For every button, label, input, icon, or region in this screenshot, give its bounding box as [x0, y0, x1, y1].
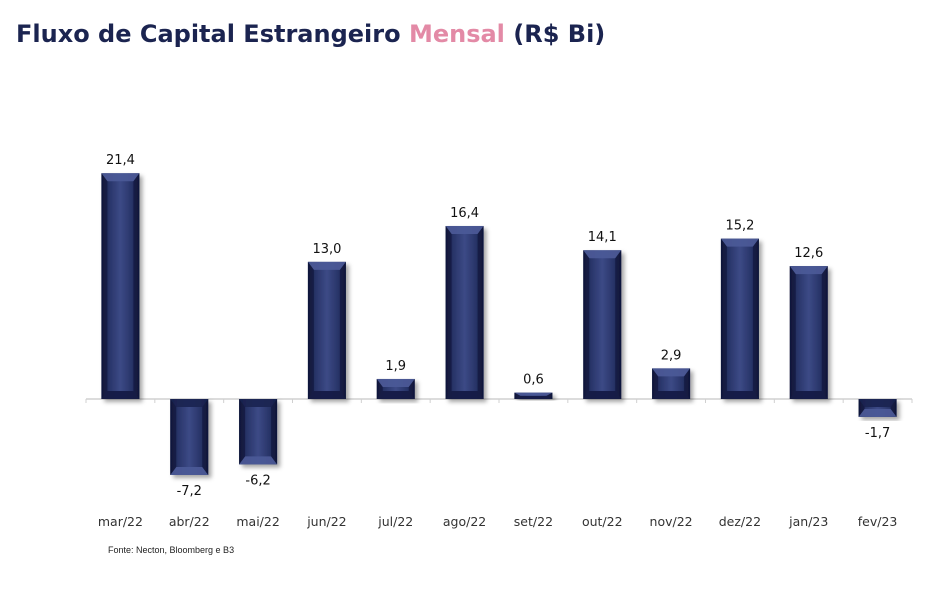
bar-bevel-right [821, 266, 828, 399]
bar-bevel-bottom [583, 391, 622, 399]
bar-value-label: 2,9 [661, 348, 682, 363]
bar [307, 261, 346, 399]
bar-bevel-right [408, 378, 415, 399]
bar-bevel-top [376, 378, 415, 387]
bar-body [101, 173, 140, 399]
bar-bevel-left [514, 392, 521, 399]
bar-bevel-right [684, 368, 691, 399]
bar-bevel-top [858, 399, 897, 407]
bar-bevel-top [720, 238, 759, 247]
bar-bevel-left [858, 399, 865, 417]
bar-body [445, 225, 484, 399]
bar-value-label: -7,2 [177, 484, 202, 499]
bar-bevel-left [239, 399, 246, 465]
bar-value-label: 16,4 [450, 206, 479, 221]
x-tick-label: abr/22 [169, 514, 210, 529]
bar-bevel-left [652, 368, 659, 399]
bar-bevel-bottom [858, 408, 897, 417]
bar-value-label: 14,1 [588, 230, 617, 245]
bar-body [307, 261, 346, 399]
bar-bevel-left [170, 399, 177, 475]
bar-bevel-top [445, 225, 484, 234]
title-accent: Mensal [408, 20, 505, 48]
x-tick-label: out/22 [582, 514, 623, 529]
bar-body [720, 238, 759, 399]
bar-value-label: -1,7 [865, 426, 890, 441]
bar-value-label: 15,2 [725, 219, 754, 234]
x-tick-label: jan/23 [788, 514, 828, 529]
bar [239, 399, 278, 465]
bar-value-label: -6,2 [245, 473, 270, 488]
bar-bevel-top [514, 392, 553, 396]
bar-bevel-left [376, 378, 383, 399]
source-note: Fonte: Necton, Bloomberg e B3 [108, 545, 235, 555]
x-tick-label: jul/22 [377, 514, 413, 529]
bar-bevel-bottom [445, 391, 484, 399]
bar-bevel-bottom [239, 456, 278, 465]
x-tick-label: dez/22 [719, 514, 761, 529]
bar-bevel-right [271, 399, 278, 465]
bar [170, 399, 209, 475]
bar-bevel-right [546, 392, 553, 399]
x-tick-label: ago/22 [443, 514, 486, 529]
bar-bevel-right [133, 173, 140, 399]
bar [514, 392, 553, 399]
bar-bevel-bottom [101, 391, 140, 399]
x-tick-label: mar/22 [98, 514, 143, 529]
bar-body [170, 399, 209, 475]
bar-bevel-bottom [652, 391, 691, 399]
bar [583, 250, 622, 399]
title-prefix: Fluxo de Capital Estrangeiro [16, 20, 401, 48]
bar-bevel-left [445, 225, 452, 399]
bar-bevel-top [170, 399, 209, 407]
bar-value-label: 0,6 [523, 373, 544, 388]
x-tick-label: mai/22 [236, 514, 279, 529]
bar-bevel-top [583, 250, 622, 259]
bar-bevel-top [101, 173, 140, 182]
bar-bevel-bottom [170, 466, 209, 475]
bar-bevel-bottom [307, 391, 346, 399]
bar-bevel-left [789, 266, 796, 399]
x-tick-label: set/22 [514, 514, 553, 529]
bar-bevel-right [477, 225, 484, 399]
bar-bevel-bottom [376, 391, 415, 399]
bar-bevel-right [339, 261, 346, 399]
bar-body [239, 399, 278, 465]
bar-bevel-bottom [720, 391, 759, 399]
bar-value-label: 1,9 [385, 359, 406, 374]
bar-bevel-top [307, 261, 346, 270]
bar [789, 266, 828, 399]
x-tick-label: nov/22 [650, 514, 693, 529]
bar-bevel-top [652, 368, 691, 377]
bar-bevel-bottom [789, 391, 828, 399]
bar-bevel-right [615, 250, 622, 399]
bar-bevel-left [583, 250, 590, 399]
bar-bevel-left [101, 173, 108, 399]
bar-value-label: 21,4 [106, 153, 135, 168]
bar-value-label: 12,6 [794, 246, 823, 261]
x-tick-label: jun/22 [306, 514, 346, 529]
bar-bevel-left [307, 261, 314, 399]
bar-body [789, 266, 828, 399]
x-tick-label: fev/23 [858, 514, 898, 529]
bar-bevel-top [789, 266, 828, 275]
bar [445, 225, 484, 399]
bar [652, 368, 691, 399]
bar-bevel-bottom [514, 395, 553, 399]
bar-bevel-top [239, 399, 278, 407]
bar [720, 238, 759, 399]
bar-bevel-left [720, 238, 727, 399]
bar-bevel-right [202, 399, 209, 475]
bar [858, 399, 897, 417]
bar [376, 378, 415, 399]
bar-body [583, 250, 622, 399]
chart-title: Fluxo de Capital Estrangeiro Mensal (R$ … [16, 20, 605, 48]
bar-value-label: 13,0 [312, 242, 341, 257]
bar-bevel-right [752, 238, 759, 399]
title-suffix: (R$ Bi) [513, 20, 606, 48]
bar-bevel-right [890, 399, 897, 417]
bar [101, 173, 140, 399]
